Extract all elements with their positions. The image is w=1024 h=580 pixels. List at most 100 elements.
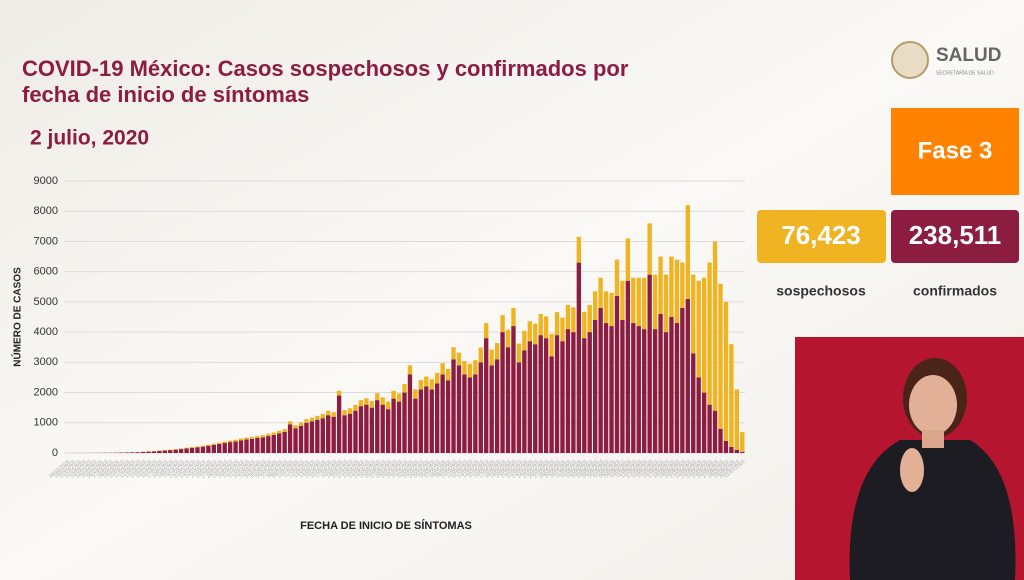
bar-segment <box>511 326 516 453</box>
bar-segment <box>631 323 636 453</box>
bar-segment <box>157 450 162 453</box>
bar-segment <box>353 410 358 453</box>
bar-segment <box>467 377 473 453</box>
bar-segment <box>625 238 631 281</box>
bar-segment <box>522 330 527 351</box>
bar-segment <box>718 283 723 429</box>
bar-segment <box>462 361 467 375</box>
bar-segment <box>511 307 516 327</box>
bar-segment <box>189 447 195 448</box>
bar-segment <box>271 434 276 453</box>
bar-segment <box>342 415 347 453</box>
bar-segment <box>326 415 331 453</box>
bar-segment <box>701 392 707 453</box>
bar-segment <box>244 437 249 440</box>
bar-segment <box>260 437 266 453</box>
bar-segment <box>418 389 424 453</box>
bar-segment <box>625 280 631 453</box>
bar-segment <box>543 316 549 339</box>
bar-segment <box>473 360 478 375</box>
bar-segment <box>565 304 571 330</box>
bar-segment <box>527 321 532 342</box>
bar-segment <box>445 368 451 381</box>
bar-segment <box>178 448 184 450</box>
bar-segment <box>222 441 227 444</box>
bar-segment <box>358 406 364 453</box>
bar-segment <box>505 347 511 453</box>
date: 2 julio, 2020 <box>30 127 149 150</box>
bar-segment <box>527 341 532 453</box>
bar-segment <box>184 448 189 453</box>
title: fecha de inicio de síntomas <box>22 82 309 107</box>
bar-segment <box>478 362 483 453</box>
bar-segment <box>685 205 690 299</box>
bar-segment <box>369 407 374 453</box>
bar-segment <box>691 353 696 453</box>
bar-segment <box>729 344 734 447</box>
bar-segment <box>266 436 271 453</box>
bar-segment <box>543 338 549 453</box>
logo-emblem <box>891 41 929 79</box>
title: COVID-19 México: Casos sospechosos y con… <box>22 56 629 81</box>
bar-segment <box>571 307 576 333</box>
bar-segment <box>293 425 298 429</box>
bar-segment <box>331 416 336 453</box>
bar-segment <box>266 433 271 437</box>
bar-segment <box>440 363 445 375</box>
bar-segment <box>663 332 669 453</box>
bar-segment <box>451 359 456 453</box>
bar-segment <box>642 329 647 453</box>
bar-segment <box>282 431 287 453</box>
y-tick-label: 3000 <box>34 356 58 368</box>
bar-segment <box>560 317 565 342</box>
bar-segment <box>652 274 658 330</box>
bar-segment <box>195 446 200 448</box>
bar-segment <box>565 329 571 453</box>
bar-segment <box>238 438 244 441</box>
bar-segment <box>631 277 636 324</box>
bar-segment <box>353 404 358 411</box>
bar-segment <box>587 304 592 333</box>
bar-segment <box>385 401 391 410</box>
bar-segment <box>211 443 216 445</box>
bar-segment <box>680 262 685 308</box>
bar-segment <box>342 410 347 416</box>
bar-segment <box>168 450 173 453</box>
bar-segment <box>685 298 690 453</box>
bar-segment <box>146 451 151 453</box>
bar-segment <box>603 291 609 324</box>
x-axis-label: FECHA DE INICIO DE SÍNTOMAS <box>300 519 472 532</box>
y-tick-label: 0 <box>52 447 58 459</box>
bar-segment <box>233 441 238 453</box>
confirmed-label: confirmados <box>913 283 997 299</box>
bar-segment <box>669 256 674 317</box>
bar-segment <box>582 311 587 339</box>
bar-segment <box>538 335 543 453</box>
bar-segment <box>718 428 723 453</box>
bar-segment <box>642 277 647 330</box>
bar-segment <box>494 359 500 453</box>
bar-segment <box>674 323 680 453</box>
bar-segment <box>407 374 413 453</box>
bar-segment <box>609 292 614 327</box>
bar-segment <box>701 277 707 393</box>
confirmed-box <box>891 210 1019 263</box>
bar-segment <box>549 333 554 357</box>
bar-segment <box>500 315 505 333</box>
bar-segment <box>614 259 620 296</box>
bar-segment <box>336 395 342 453</box>
bar-segment <box>391 398 396 453</box>
bar-segment <box>402 384 407 393</box>
bar-segment <box>304 419 309 423</box>
bar-segment <box>200 446 206 453</box>
bar-segment <box>424 376 429 387</box>
bar-segment <box>347 408 353 414</box>
bar-segment <box>380 397 385 405</box>
bar-segment <box>336 390 342 396</box>
bar-segment <box>124 452 129 453</box>
bar-segment <box>173 449 178 450</box>
bar-segment <box>320 418 325 453</box>
bar-segment <box>271 432 276 435</box>
bar-segment <box>396 393 402 402</box>
